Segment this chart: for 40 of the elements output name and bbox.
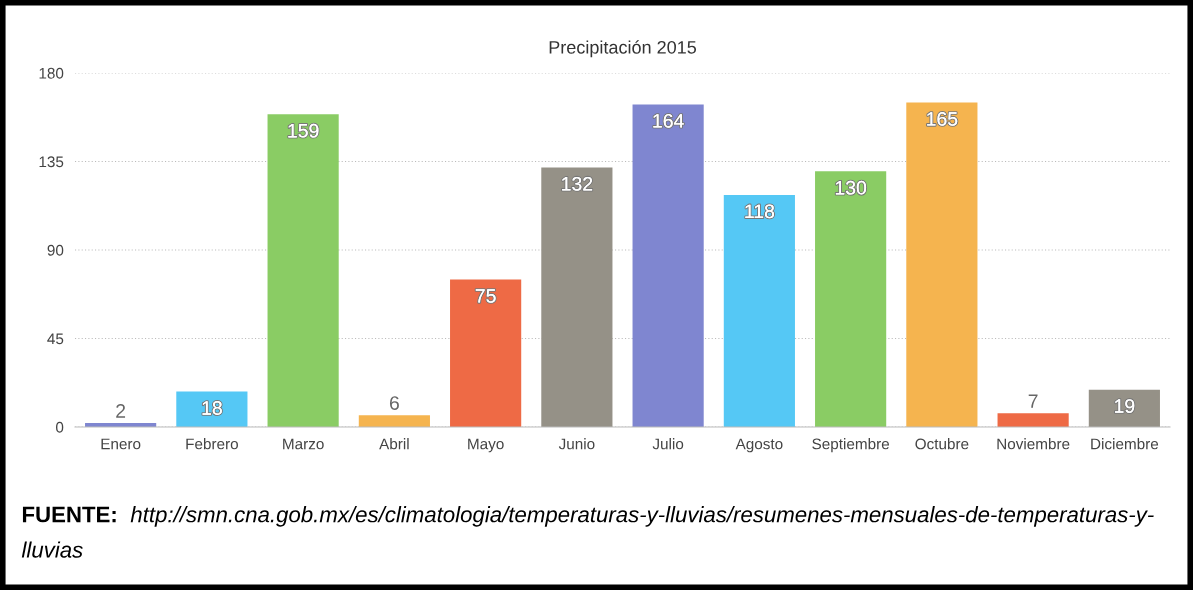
- bar: [815, 171, 887, 427]
- data-label: 118: [745, 204, 775, 219]
- bar: [541, 167, 613, 427]
- data-label: 7: [1028, 394, 1038, 408]
- x-tick-label: Septiembre: [812, 438, 890, 453]
- data-label: 19: [1115, 399, 1135, 413]
- x-tick-label: Marzo: [283, 438, 324, 450]
- x-tick-label: Noviembre: [997, 438, 1070, 450]
- chart-title: Precipitación 2015: [549, 40, 697, 58]
- bar: [632, 104, 704, 427]
- data-label: 164: [653, 113, 684, 128]
- data-label: 130: [835, 180, 867, 195]
- x-tick-label: Febrero: [186, 438, 238, 450]
- y-tick-label: 135: [39, 156, 64, 168]
- y-tick-label: 0: [55, 421, 64, 433]
- x-tick-label: Junio: [558, 438, 595, 450]
- data-label: 132: [562, 176, 593, 191]
- bar: [267, 114, 339, 427]
- data-label: 2: [116, 404, 126, 418]
- data-label: 75: [475, 289, 496, 303]
- x-tick-label: Octubre: [915, 438, 969, 450]
- data-label: 18: [202, 401, 222, 415]
- y-tick-label: 90: [47, 244, 64, 256]
- x-tick-label: Agosto: [735, 438, 783, 453]
- text: FUENTE: http://smn.cna.gob.mx/es/climatologia/temperaturas-y-lluvias/resumenes-mensuales-de-temperaturas-y-lluvias: [21, 506, 1154, 558]
- bar: [997, 413, 1069, 427]
- x-tick-label: Diciembre: [1091, 438, 1159, 450]
- x-tick-label: Mayo: [468, 438, 504, 453]
- bar: [450, 279, 522, 427]
- x-tick-label: Julio: [652, 438, 684, 450]
- bar: [723, 194, 795, 427]
- data-label: 159: [288, 123, 319, 138]
- y-tick-label: 45: [47, 333, 64, 345]
- data-label: 6: [389, 396, 399, 410]
- x-tick-label: Enero: [101, 438, 141, 450]
- bar: [358, 415, 430, 427]
- data-label: 165: [927, 112, 958, 126]
- x-tick-label: Abril: [379, 438, 409, 450]
- y-tick-label: 180: [39, 67, 64, 79]
- bar: [906, 102, 978, 427]
